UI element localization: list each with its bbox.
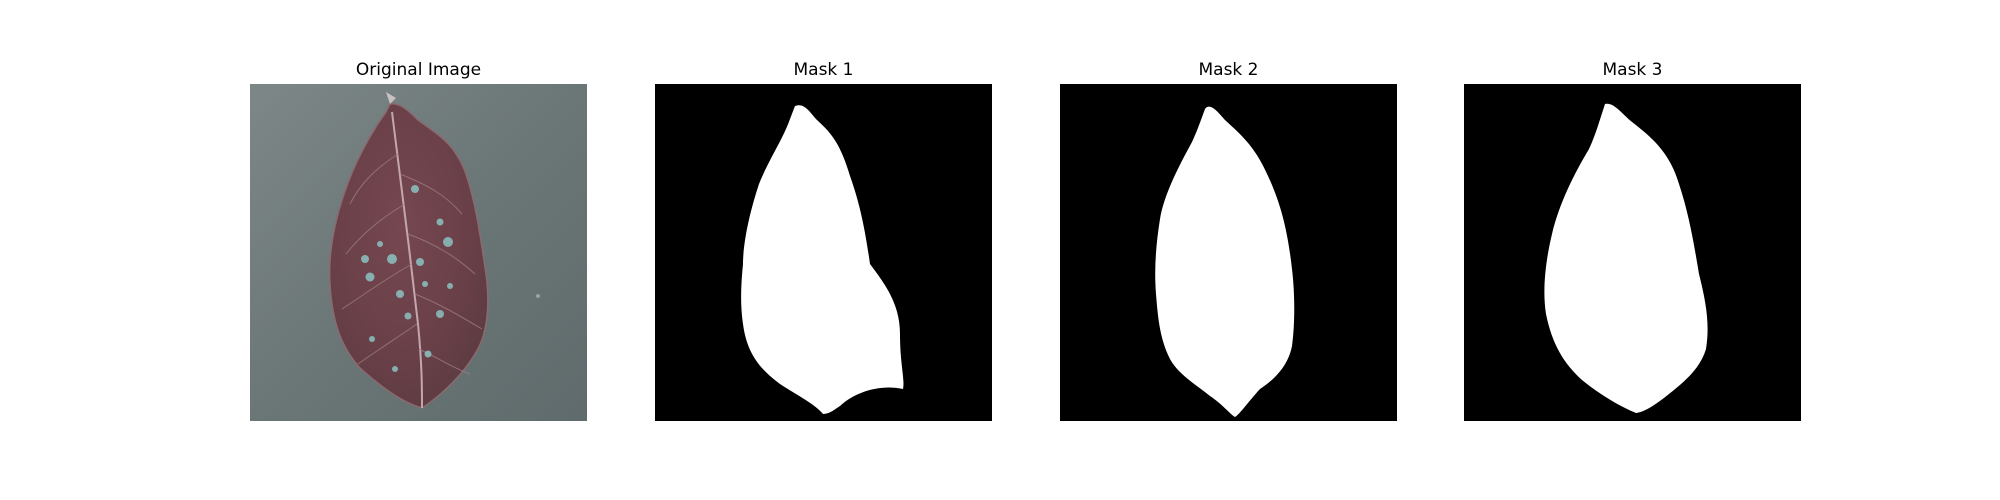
original-leaf-image: [250, 84, 587, 421]
mask-1-image: [655, 84, 992, 421]
mask-2-image: [1060, 84, 1397, 421]
panel-title: Original Image: [250, 58, 587, 82]
panel-title: Mask 1: [655, 58, 992, 82]
mask-3-image: [1464, 84, 1801, 421]
panel-title: Mask 2: [1060, 58, 1397, 82]
panel-title: Mask 3: [1464, 58, 1801, 82]
background-speck: [536, 294, 540, 298]
